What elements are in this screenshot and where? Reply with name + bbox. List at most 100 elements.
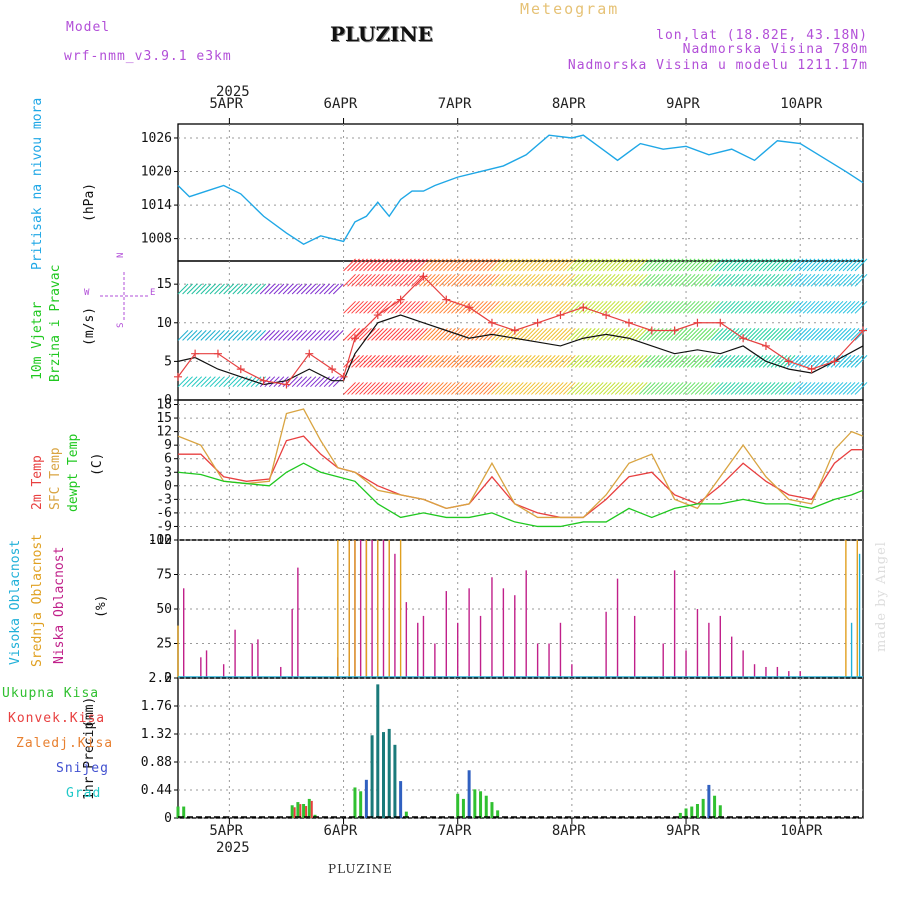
wind-arrow — [834, 328, 848, 341]
wind-arrow — [515, 258, 528, 272]
wind-arrow — [391, 328, 404, 341]
wind-arrow — [614, 273, 628, 287]
precip-bar — [182, 806, 186, 818]
wind-arrow — [419, 382, 432, 395]
wind-arrow — [662, 382, 676, 395]
gust-marker — [556, 311, 565, 320]
wind-arrow — [407, 382, 420, 395]
wind-arrow — [554, 382, 568, 395]
ytick-label-temperature: 0 — [164, 479, 172, 494]
wind-arrow — [790, 300, 804, 314]
wind-arrow — [814, 382, 828, 395]
wind-arrow — [268, 376, 280, 388]
wind-arrow — [674, 328, 688, 341]
wind-arrow — [323, 283, 335, 295]
ytick-label-precip: 0 — [164, 811, 172, 826]
bottom-date-9apr: 9APR — [666, 823, 700, 839]
wind-arrow — [586, 355, 600, 368]
wind-arrow — [237, 330, 248, 341]
ytick-label-wind: 5 — [164, 354, 172, 369]
legend-conv: Konvek.Kisa — [8, 711, 106, 726]
wind-arrow — [810, 328, 824, 341]
wind-arrow — [750, 273, 764, 287]
wind-arrow — [666, 273, 680, 287]
wind-arrow — [810, 355, 824, 368]
temp-line-2 — [177, 462, 864, 528]
ytick-label-temperature: -9 — [156, 519, 172, 534]
wind-arrow — [415, 382, 428, 395]
wind-arrow — [343, 258, 356, 272]
wind-arrow — [766, 328, 780, 341]
wind-arrow — [582, 273, 596, 287]
wind-arrow — [558, 273, 572, 287]
wind-arrow — [305, 330, 317, 341]
wind-arrow — [186, 330, 198, 341]
wind-arrow — [379, 300, 392, 314]
wind-arrow — [427, 258, 440, 272]
wind-arrow — [530, 382, 544, 395]
wind-arrow — [273, 283, 285, 295]
wind-arrow — [491, 258, 504, 272]
wind-arrow — [296, 283, 308, 295]
wind-arrow — [610, 355, 624, 368]
wind-arrow — [186, 283, 198, 295]
wind-arrow — [530, 355, 544, 368]
wind-arrow — [343, 382, 356, 395]
gust-marker — [739, 334, 748, 343]
wind-arrow — [618, 355, 632, 368]
gust-marker — [442, 295, 451, 304]
wind-arrow — [586, 273, 600, 287]
wind-arrow — [646, 273, 660, 287]
wind-arrow — [854, 273, 868, 287]
wind-arrow — [562, 328, 576, 341]
wind-arrow — [602, 300, 616, 314]
wind-arrow — [670, 382, 684, 395]
gust-marker — [859, 326, 867, 335]
wind-arrow — [622, 382, 636, 395]
wind-arrow — [241, 283, 253, 295]
wind-arrow — [794, 382, 808, 395]
wind-arrow — [475, 355, 488, 368]
wind-arrow — [774, 258, 788, 272]
wind-arrow — [610, 328, 624, 341]
wind-arrow — [602, 273, 616, 287]
wind-arrow — [826, 258, 840, 272]
model-label: Model — [66, 20, 111, 35]
wind-arrow — [674, 273, 688, 287]
wind-arrow — [650, 382, 664, 395]
wind-arrow — [658, 355, 672, 368]
wind-arrow — [554, 328, 568, 341]
wind-gust-line — [177, 275, 864, 386]
wind-arrow — [419, 273, 432, 287]
wind-arrow — [586, 382, 600, 395]
wind-arrow — [319, 283, 330, 295]
wind-arrow — [447, 273, 460, 287]
wind-arrow — [495, 382, 508, 395]
wind-arrow — [854, 355, 868, 368]
wind-arrow — [367, 355, 380, 368]
wind-arrow — [383, 258, 396, 272]
ytick-label-temperature: 15 — [156, 411, 172, 426]
wind-arrow — [762, 258, 776, 272]
wind-arrow — [367, 273, 380, 287]
wind-arrow — [654, 273, 668, 287]
wind-arrow — [666, 258, 680, 272]
wind-arrow — [722, 300, 736, 314]
wind-arrow — [762, 355, 776, 368]
wind-arrow — [523, 258, 536, 272]
wind-arrow — [255, 283, 266, 295]
wind-arrow — [706, 300, 720, 314]
wind-arrow — [191, 376, 203, 388]
wind-arrow — [590, 258, 604, 272]
wind-arrow — [586, 300, 600, 314]
wind-arrow — [566, 258, 580, 272]
wind-arrow — [487, 382, 500, 395]
wind-arrow — [439, 300, 452, 314]
wind-arrow — [538, 300, 552, 314]
wind-arrow — [850, 300, 864, 314]
wind-arrow — [734, 300, 748, 314]
wind-arrow — [606, 355, 620, 368]
wind-arrow — [614, 382, 628, 395]
wind-arrow — [511, 300, 524, 314]
gust-marker — [213, 349, 222, 358]
